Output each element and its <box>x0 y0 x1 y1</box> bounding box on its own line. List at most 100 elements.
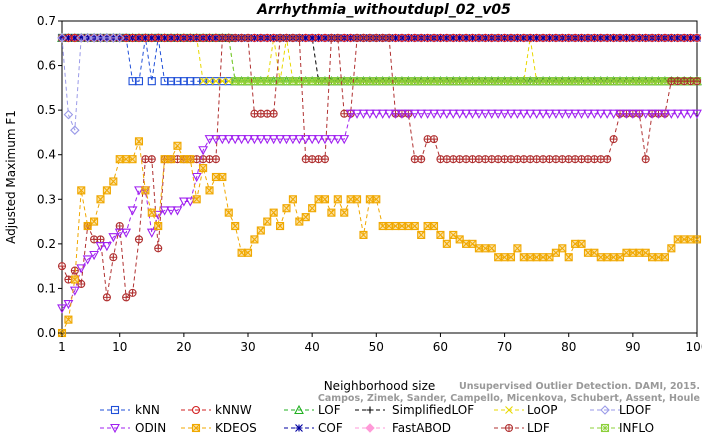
legend-item-odin: ODIN <box>100 421 166 434</box>
data-point-cof <box>693 34 701 42</box>
legend-label-knnw: kNNW <box>215 403 252 417</box>
data-point-cof <box>603 34 612 42</box>
data-point-kdeos <box>391 221 400 231</box>
data-point-knnw <box>532 33 541 42</box>
legend-item-kdeos: KDEOS <box>181 421 257 434</box>
data-point-odin <box>672 109 683 119</box>
data-point-odin <box>608 109 619 119</box>
legend-item-ldof: LDOF <box>590 403 651 417</box>
data-point-kdeos <box>429 221 439 231</box>
data-point-odin <box>146 228 157 238</box>
data-point-kdeos <box>147 208 156 217</box>
data-point-cof <box>141 34 150 42</box>
data-point-knn <box>128 77 137 86</box>
data-point-knn <box>186 77 195 86</box>
data-point-cof <box>147 34 156 42</box>
data-point-ldf <box>64 275 73 284</box>
data-point-odin <box>172 206 183 216</box>
data-point-knnw <box>141 33 150 42</box>
data-point-odin <box>640 109 651 119</box>
legend-item-lof: LOF <box>284 403 341 417</box>
data-point-odin <box>576 109 587 119</box>
x-tick-label: 70 <box>497 340 512 354</box>
data-point-ldf <box>70 266 79 275</box>
data-point-odin <box>268 135 279 145</box>
data-point-odin <box>384 109 395 119</box>
data-point-odin <box>364 109 375 119</box>
data-point-knn <box>192 77 201 86</box>
data-point-ldf <box>333 33 342 42</box>
data-point-odin <box>185 197 196 207</box>
data-point-loop <box>212 77 220 86</box>
data-point-odin <box>300 135 311 145</box>
x-tick-label: 30 <box>240 340 255 354</box>
data-point-knnw <box>474 33 483 42</box>
data-point-kdeos <box>122 155 131 164</box>
series-ldof <box>57 33 125 135</box>
data-point-kdeos <box>340 208 349 217</box>
data-point-knnw <box>526 33 535 42</box>
data-point-knnw <box>545 33 554 42</box>
legend-item-knn: kNN <box>100 403 160 417</box>
data-point-kdeos <box>115 155 124 164</box>
data-point-odin <box>217 135 228 145</box>
data-point-odin <box>422 109 433 119</box>
data-point-cof <box>673 34 682 42</box>
data-point-kdeos <box>218 172 227 182</box>
data-point-kdeos <box>462 239 471 248</box>
data-point-kdeos <box>109 177 118 186</box>
data-point-knnw <box>134 33 144 42</box>
data-point-knn <box>211 77 220 86</box>
data-point-loop <box>224 77 233 86</box>
data-point-cof <box>519 34 528 42</box>
data-point-ldof <box>70 125 80 135</box>
data-point-odin <box>332 135 343 145</box>
data-point-kdeos <box>90 217 99 226</box>
data-point-kdeos <box>237 248 246 257</box>
x-tick-label: 10 <box>112 340 127 354</box>
data-point-ldof <box>57 33 67 43</box>
data-point-kdeos <box>660 253 669 262</box>
data-point-knn <box>160 77 169 86</box>
data-point-knnw <box>442 33 451 42</box>
data-point-ldf <box>134 235 144 244</box>
legend-label-ldof: LDOF <box>619 403 651 417</box>
data-point-kdeos <box>539 253 548 262</box>
data-point-odin <box>589 109 600 119</box>
data-point-odin <box>544 109 555 119</box>
data-point-odin <box>326 135 337 145</box>
data-point-kdeos <box>564 253 573 262</box>
data-point-knnw <box>660 33 669 42</box>
data-point-kdeos <box>628 248 637 257</box>
legend-marker-loop <box>505 406 513 414</box>
data-point-kdeos <box>442 239 451 248</box>
data-point-cof <box>212 34 220 42</box>
data-point-knnw <box>487 33 496 42</box>
data-point-cof <box>526 34 535 42</box>
data-point-knnw <box>654 33 663 42</box>
data-point-odin <box>538 109 548 119</box>
data-point-odin <box>627 109 638 119</box>
data-point-ldof <box>76 33 87 43</box>
data-point-odin <box>397 109 407 119</box>
data-point-kdeos <box>83 221 92 231</box>
data-point-kdeos <box>64 315 73 324</box>
data-point-kdeos <box>596 253 605 262</box>
credit-line-1: Unsupervised Outlier Detection. DAMI, 20… <box>459 381 700 392</box>
x-tick-label: 100 <box>686 340 702 354</box>
legend-marker-knnw <box>191 405 201 415</box>
data-point-odin <box>121 228 132 238</box>
data-point-cof <box>442 34 451 42</box>
data-point-knn <box>166 77 176 86</box>
data-point-kdeos <box>77 186 86 195</box>
x-tick-label: 1 <box>58 340 66 354</box>
data-point-ldof <box>108 33 119 43</box>
data-point-odin <box>467 109 478 119</box>
data-point-ldf <box>609 135 618 144</box>
legend-marker-lof <box>294 404 304 415</box>
data-point-odin <box>666 109 677 119</box>
data-point-kdeos <box>141 186 150 195</box>
data-point-kdeos <box>301 213 310 222</box>
data-point-odin <box>448 109 459 119</box>
